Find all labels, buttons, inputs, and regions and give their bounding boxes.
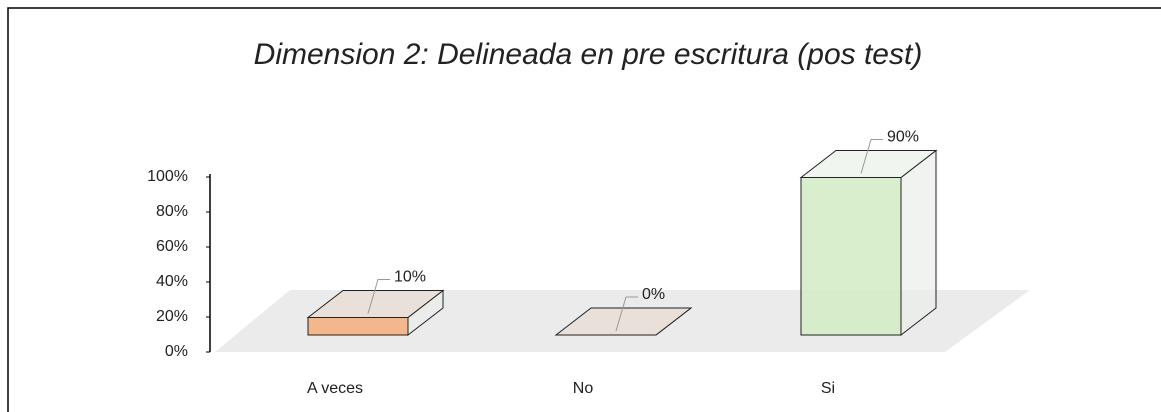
label-leader (367, 279, 390, 314)
data-label: 10% (394, 269, 426, 286)
label-leader (860, 139, 883, 174)
x-tick-label: A veces (307, 380, 363, 397)
bar-top (554, 307, 693, 336)
data-label: 90% (887, 129, 919, 146)
chart-title: Dimension 2: Delineada en pre escritura … (254, 38, 923, 71)
y-tick-label: 0% (165, 343, 188, 360)
bar-side (900, 149, 937, 337)
data-label: 0% (642, 286, 665, 303)
y-tick-label: 40% (156, 273, 188, 290)
x-tick-label: Si (821, 380, 835, 397)
y-tick-label: 20% (156, 308, 188, 325)
y-tick-label: 60% (156, 238, 188, 255)
label-leader (615, 296, 638, 332)
bar (307, 317, 409, 336)
y-tick-label: 100% (147, 168, 188, 185)
x-tick-label: No (573, 380, 594, 397)
bar (800, 177, 902, 336)
y-tick-label: 80% (156, 203, 188, 220)
